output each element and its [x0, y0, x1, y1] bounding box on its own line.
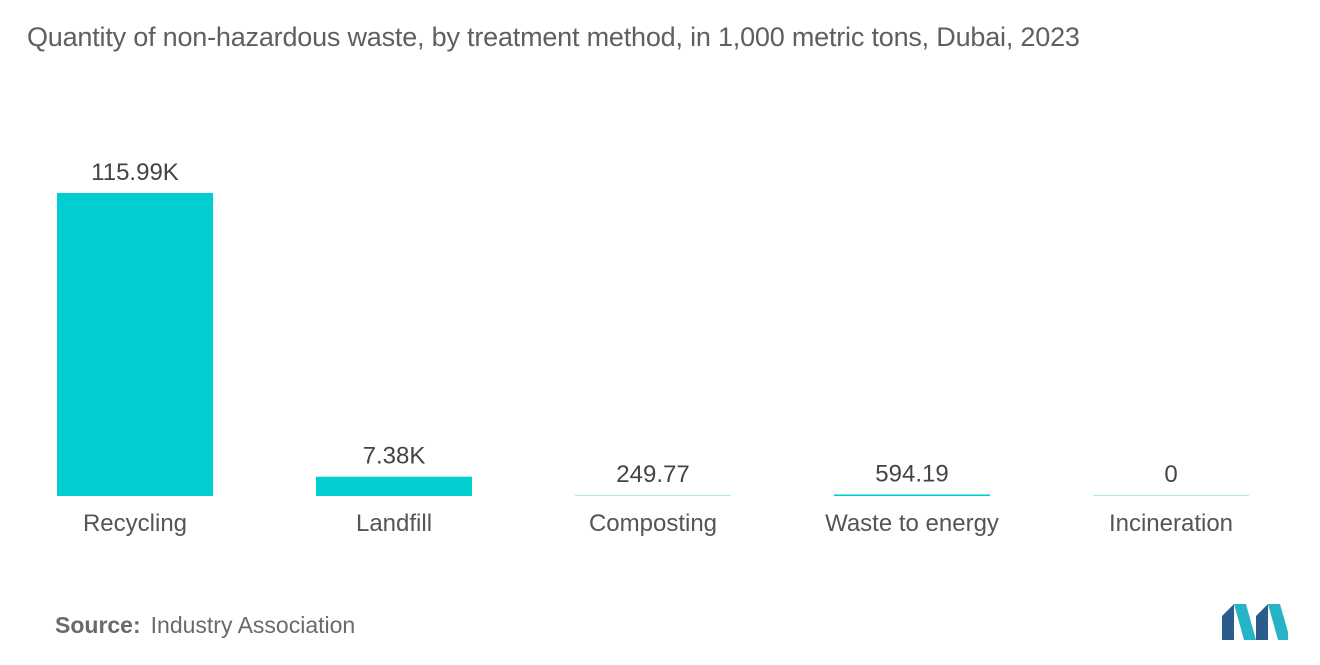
category-label: Incineration	[1109, 510, 1233, 537]
category-label: Waste to energy	[825, 510, 999, 537]
source-text: Industry Association	[150, 612, 356, 638]
category-label: Composting	[589, 510, 717, 537]
bar-chart: 115.99K Recycling 7.38K Landfill 249.77 Compo…	[57, 159, 1249, 537]
bar-composting	[575, 495, 731, 496]
value-label: 7.38K	[363, 443, 426, 470]
value-label: 249.77	[616, 461, 689, 488]
brand-logo-icon	[1222, 604, 1288, 640]
bar-incineration	[1093, 495, 1249, 496]
bar-landfill	[316, 476, 472, 496]
bar-waste-to-energy	[834, 494, 990, 496]
value-label: 115.99K	[91, 159, 179, 186]
source-footer: Source: Industry Association	[55, 612, 355, 639]
value-label: 0	[1164, 461, 1177, 488]
source-label: Source:	[55, 612, 141, 638]
category-label: Landfill	[356, 510, 432, 537]
chart-title: Quantity of non-hazardous waste, by trea…	[27, 22, 1080, 52]
bar-recycling	[57, 193, 213, 496]
value-label: 594.19	[875, 460, 948, 487]
category-label: Recycling	[83, 510, 187, 537]
